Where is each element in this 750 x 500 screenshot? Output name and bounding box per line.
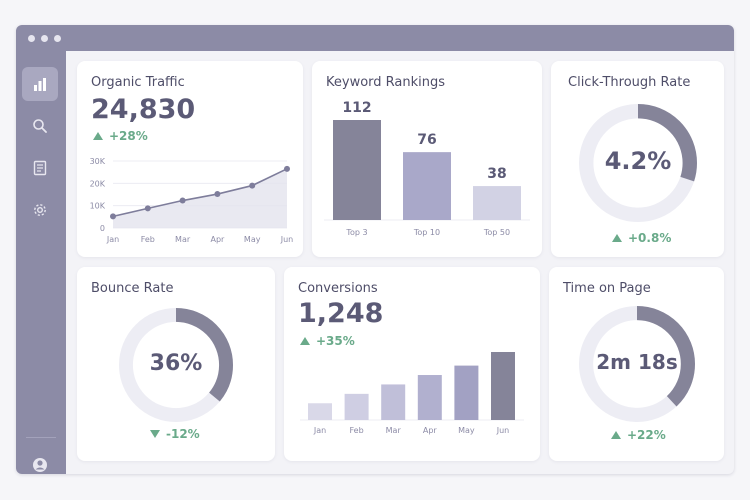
delta-text: +35% [316, 334, 355, 348]
organic-traffic-delta: +28% [93, 129, 148, 143]
delta-text: -12% [166, 427, 200, 441]
bar-value-label: 112 [342, 100, 371, 116]
y-tick-label: 10K [90, 202, 106, 211]
conversion-bar [491, 352, 515, 420]
y-tick-label: 0 [100, 224, 105, 233]
organic-traffic-card[interactable]: Organic Traffic 24,830 +28% 0 10K 20K 30K Ja… [77, 61, 303, 257]
conversion-bar [381, 384, 406, 420]
delta-text: +22% [627, 428, 666, 442]
conversion-bar [308, 403, 332, 420]
traffic-point [284, 165, 290, 172]
search-icon [33, 119, 47, 133]
traffic-point [144, 205, 151, 212]
trend-up-icon [93, 132, 103, 140]
bounce-rate-delta: -12% [150, 427, 200, 441]
organic-traffic-chart: 0 10K 20K 30K Jan Feb Mar Apr May Jun [90, 157, 294, 244]
bar-chart-icon [34, 78, 46, 91]
ranking-bar [473, 186, 521, 220]
donut-arc [579, 306, 695, 422]
x-tick-label: Feb [350, 426, 364, 435]
time-on-page-donut [579, 306, 695, 422]
traffic-area [113, 168, 287, 228]
bar-value-label: 76 [417, 132, 436, 148]
trend-up-icon [300, 337, 310, 345]
x-tick-label: Jan [313, 426, 326, 435]
time-on-page-card[interactable]: Time on Page 2m 18s +22% [549, 267, 724, 461]
conversions-value: 1,248 [298, 298, 384, 329]
ranking-bar [403, 152, 451, 220]
bounce-rate-card[interactable]: Bounce Rate 36% -12% [77, 267, 275, 461]
x-tick-label: Jun [280, 235, 294, 244]
delta-text: +28% [109, 129, 148, 143]
time-on-page-delta: +22% [611, 428, 666, 442]
organic-traffic-value: 24,830 [91, 94, 196, 125]
conversions-chart: Jan Feb Mar Apr May Jun [300, 352, 524, 435]
ctr-card[interactable]: Click-Through Rate 4.2% +0.8% [551, 61, 724, 257]
card-title: Click-Through Rate [568, 75, 691, 90]
card-title: Time on Page [563, 281, 651, 296]
document-icon [33, 160, 47, 176]
traffic-point [214, 191, 221, 198]
conversions-card[interactable]: Conversions 1,248 +35% Jan Feb Mar Apr May Ju… [284, 267, 540, 461]
donut-arc [118, 307, 234, 423]
x-tick-label: Apr [423, 426, 438, 435]
bounce-rate-donut [118, 307, 234, 423]
conversion-bar [454, 365, 479, 420]
ranking-bar [333, 120, 381, 220]
keyword-rankings-card[interactable]: Keyword Rankings 112 Top 3 76 Top 10 38 Top 5… [312, 61, 542, 257]
bar-value-label: 38 [487, 166, 506, 182]
title-bar [16, 25, 734, 51]
time-on-page-value: 2m 18s [596, 350, 678, 374]
sidebar-item-analytics[interactable] [22, 67, 58, 101]
x-tick-label: Top 3 [345, 228, 367, 237]
x-tick-label: Mar [175, 235, 191, 244]
x-tick-label: Feb [141, 235, 155, 244]
sidebar-item-reports[interactable] [22, 151, 58, 185]
x-tick-label: Jun [496, 426, 510, 435]
ctr-delta: +0.8% [612, 231, 671, 245]
sidebar-item-search[interactable] [22, 109, 58, 143]
gear-icon [34, 204, 46, 216]
conversions-delta: +35% [300, 334, 355, 348]
sidebar-item-profile[interactable] [22, 448, 58, 474]
x-tick-label: May [244, 235, 261, 244]
x-tick-label: Apr [210, 235, 225, 244]
card-title: Bounce Rate [91, 281, 174, 296]
trend-up-icon [611, 431, 621, 439]
bounce-rate-value: 36% [149, 351, 203, 376]
traffic-point [249, 182, 256, 189]
ctr-value: 4.2% [604, 147, 672, 175]
y-tick-label: 20K [90, 179, 106, 188]
traffic-line [112, 168, 288, 218]
window-dot-2[interactable] [41, 35, 48, 42]
y-tick-label: 30K [90, 157, 106, 166]
window-dot-1[interactable] [28, 35, 35, 42]
card-title: Conversions [298, 281, 378, 296]
keyword-rankings-chart: 112 Top 3 76 Top 10 38 Top 50 [324, 100, 530, 237]
donut-arc [579, 104, 697, 222]
x-tick-label: Mar [386, 426, 402, 435]
trend-up-icon [612, 234, 622, 242]
trend-down-icon [150, 430, 160, 438]
conversion-bar [344, 393, 369, 420]
ctr-donut [579, 104, 697, 222]
sidebar [16, 51, 66, 474]
sidebar-divider [26, 437, 56, 438]
window-dot-3[interactable] [54, 35, 61, 42]
traffic-point [110, 213, 116, 220]
x-tick-label: May [458, 426, 475, 435]
card-title: Organic Traffic [91, 75, 185, 90]
user-avatar-icon [33, 458, 47, 472]
delta-text: +0.8% [628, 231, 672, 245]
card-title: Keyword Rankings [326, 75, 446, 90]
x-tick-label: Jan [106, 235, 119, 244]
conversion-bar [417, 375, 442, 420]
traffic-point [179, 197, 186, 204]
x-tick-label: Top 50 [483, 228, 510, 237]
sidebar-item-settings[interactable] [22, 193, 58, 227]
x-tick-label: Top 10 [413, 228, 440, 237]
